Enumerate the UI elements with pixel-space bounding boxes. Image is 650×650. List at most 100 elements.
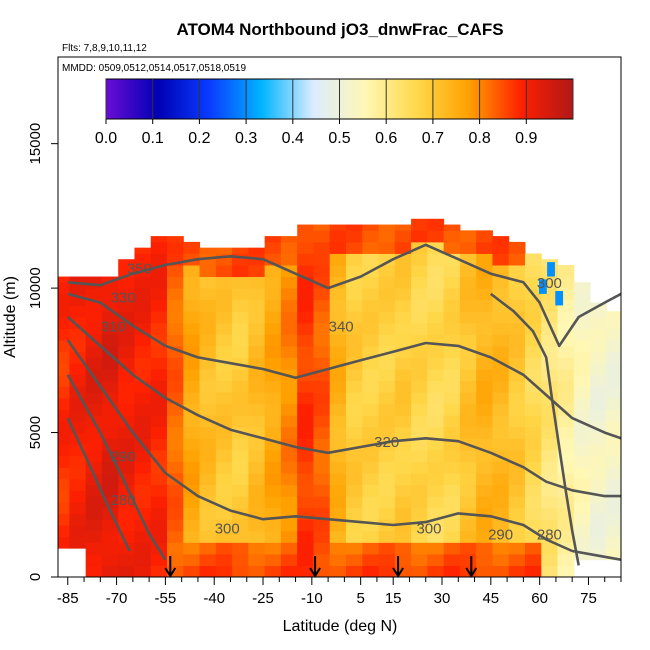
- heatmap-cell: [134, 334, 152, 347]
- heatmap-cell: [427, 311, 445, 324]
- heatmap-cell: [167, 426, 184, 439]
- heatmap-cell: [313, 438, 331, 451]
- heatmap-cell: [378, 299, 396, 312]
- heatmap-cell: [427, 415, 445, 428]
- heatmap-cell: [101, 484, 119, 497]
- heatmap-cell: [167, 322, 184, 335]
- heatmap-cell: [183, 322, 201, 335]
- colorbar-dividers: [105, 79, 574, 119]
- heatmap-cell: [134, 299, 152, 312]
- colorbar-tick-label: 0.9: [515, 130, 537, 147]
- heatmap-cell: [459, 322, 477, 335]
- heatmap-cell: [118, 311, 135, 324]
- heatmap-cell: [69, 363, 87, 376]
- heatmap-cell: [394, 403, 412, 416]
- heatmap-cell: [313, 461, 331, 474]
- heatmap-cell: [313, 403, 331, 416]
- heatmap-cell: [58, 536, 70, 549]
- heatmap-cell: [590, 363, 607, 376]
- heatmap-cell: [362, 299, 380, 312]
- heatmap-cell: [134, 288, 152, 301]
- heatmap-cell: [248, 553, 266, 566]
- heatmap-cell: [541, 426, 559, 439]
- heatmap-cell: [134, 253, 152, 266]
- heatmap-cell: [101, 369, 119, 382]
- heatmap-cell: [541, 484, 559, 497]
- x-tick-label: -55: [155, 590, 177, 607]
- heatmap-cell: [346, 322, 363, 335]
- heatmap-cell: [443, 253, 461, 266]
- heatmap-cell: [167, 530, 184, 543]
- heatmap-cell: [492, 241, 510, 254]
- heatmap-cell: [411, 345, 428, 358]
- heatmap-cell: [134, 461, 152, 474]
- heatmap-cell: [183, 334, 201, 347]
- colorbar-tick-label: 0.3: [235, 130, 257, 147]
- heatmap-cell: [329, 519, 347, 532]
- heatmap-cell: [248, 265, 266, 278]
- heatmap-cell: [280, 276, 298, 289]
- heatmap-cell: [378, 553, 396, 566]
- heatmap-cell: [394, 265, 412, 278]
- heatmap-cell: [199, 542, 217, 555]
- heatmap-cell: [69, 409, 87, 422]
- heatmap-cell: [427, 288, 445, 301]
- heatmap-cell: [476, 473, 493, 486]
- heatmap-cell: [134, 484, 152, 497]
- heatmap-cell: [118, 542, 135, 555]
- heatmap-cell: [362, 357, 380, 370]
- heatmap-cell: [443, 334, 461, 347]
- heatmap-cell: [101, 380, 119, 393]
- heatmap-cell: [199, 299, 217, 312]
- heatmap-cell: [411, 311, 428, 324]
- heatmap-cell: [573, 305, 591, 318]
- heatmap-cell: [280, 253, 298, 266]
- heatmap-cell: [248, 392, 266, 405]
- heatmap-cell: [362, 288, 380, 301]
- heatmap-cell: [492, 530, 510, 543]
- heatmap-cell: [329, 311, 347, 324]
- heatmap-cell: [541, 553, 559, 566]
- heatmap-cell: [427, 357, 445, 370]
- heatmap-cell: [264, 241, 282, 254]
- heatmap-cell: [508, 449, 526, 462]
- heatmap-cell: [524, 507, 542, 520]
- heatmap-cell: [69, 478, 87, 491]
- heatmap-cell: [541, 449, 559, 462]
- heatmap-cell: [280, 553, 298, 566]
- heatmap-cell: [101, 334, 119, 347]
- heatmap-cell: [362, 473, 380, 486]
- heatmap-cell: [199, 345, 217, 358]
- heatmap-cell: [443, 496, 461, 509]
- heatmap-cell: [199, 403, 217, 416]
- heatmap-cell: [362, 542, 380, 555]
- heatmap-cell: [150, 438, 168, 451]
- heatmap-cell: [101, 345, 119, 358]
- heatmap-cell: [280, 311, 298, 324]
- heatmap-cell: [573, 536, 591, 549]
- heatmap-cell: [150, 288, 168, 301]
- heatmap-cell: [459, 369, 477, 382]
- heatmap-cell: [134, 565, 152, 577]
- heatmap-cell: [557, 380, 575, 393]
- heatmap-cell: [443, 403, 461, 416]
- heatmap-cell: [297, 345, 314, 358]
- colorbar-tick-label: 0.8: [468, 130, 490, 147]
- heatmap-cell: [167, 542, 184, 555]
- heatmap-cell: [150, 565, 168, 577]
- colorbar-tick-label: 0.5: [328, 130, 350, 147]
- heatmap-cell: [232, 334, 249, 347]
- heatmap-cell: [394, 415, 412, 428]
- heatmap-cell: [476, 507, 493, 520]
- heatmap-cell: [476, 299, 493, 312]
- x-tick-label: -85: [57, 590, 79, 607]
- heatmap-cell: [313, 230, 331, 243]
- heatmap-cell: [590, 444, 607, 457]
- contour-label: 340: [329, 318, 354, 335]
- heatmap-cell: [508, 484, 526, 497]
- heatmap-cell: [183, 449, 201, 462]
- heatmap-cell: [232, 380, 249, 393]
- heatmap-cell: [215, 553, 233, 566]
- heatmap-cell: [118, 380, 135, 393]
- heatmap-cell: [476, 484, 493, 497]
